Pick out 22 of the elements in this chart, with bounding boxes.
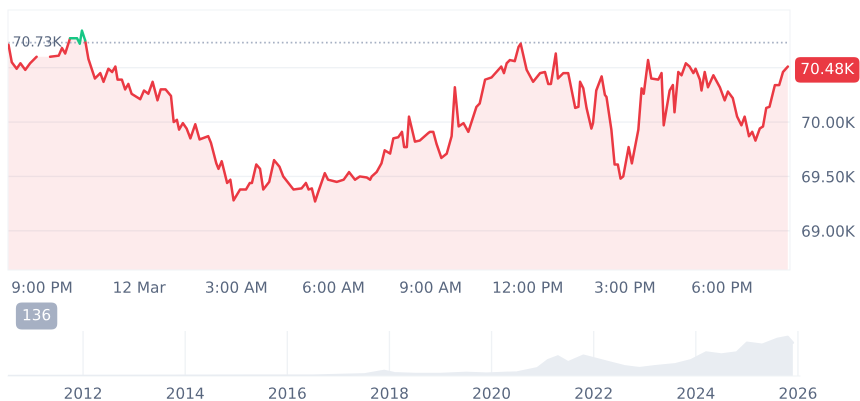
- x-tick-label: 2022: [575, 387, 612, 399]
- ref-line-label: 70.73K: [14, 36, 62, 47]
- x-tick-label: 2018: [371, 387, 408, 399]
- x-tick-label: 6:00 PM: [692, 281, 752, 293]
- x-tick-label: 2020: [473, 387, 510, 399]
- x-tick-label: 2012: [64, 387, 101, 399]
- x-tick-label: 9:00 AM: [400, 281, 460, 293]
- x-tick-label: 2016: [269, 387, 306, 399]
- x-tick-label: 3:00 PM: [595, 281, 654, 293]
- annotation: 70.48K: [802, 62, 854, 74]
- x-tick-label: 12 Mar: [114, 281, 166, 293]
- x-tick-label: 2014: [166, 387, 204, 399]
- x-tick-label: 12:00 PM: [494, 281, 562, 293]
- x-tick-label: 3:00 AM: [206, 281, 266, 293]
- x-tick-label: 2024: [678, 387, 714, 399]
- x-tick-label: 9:00 PM: [12, 281, 72, 293]
- text: 136: [24, 308, 50, 320]
- y-tick-label: 70.00K: [802, 116, 856, 128]
- x-tick-label: 2026: [780, 387, 816, 399]
- x-tick-label: 6:00 AM: [303, 281, 364, 293]
- y-tick-label: 69.00K: [802, 225, 856, 237]
- y-tick-label: 69.50K: [802, 170, 856, 182]
